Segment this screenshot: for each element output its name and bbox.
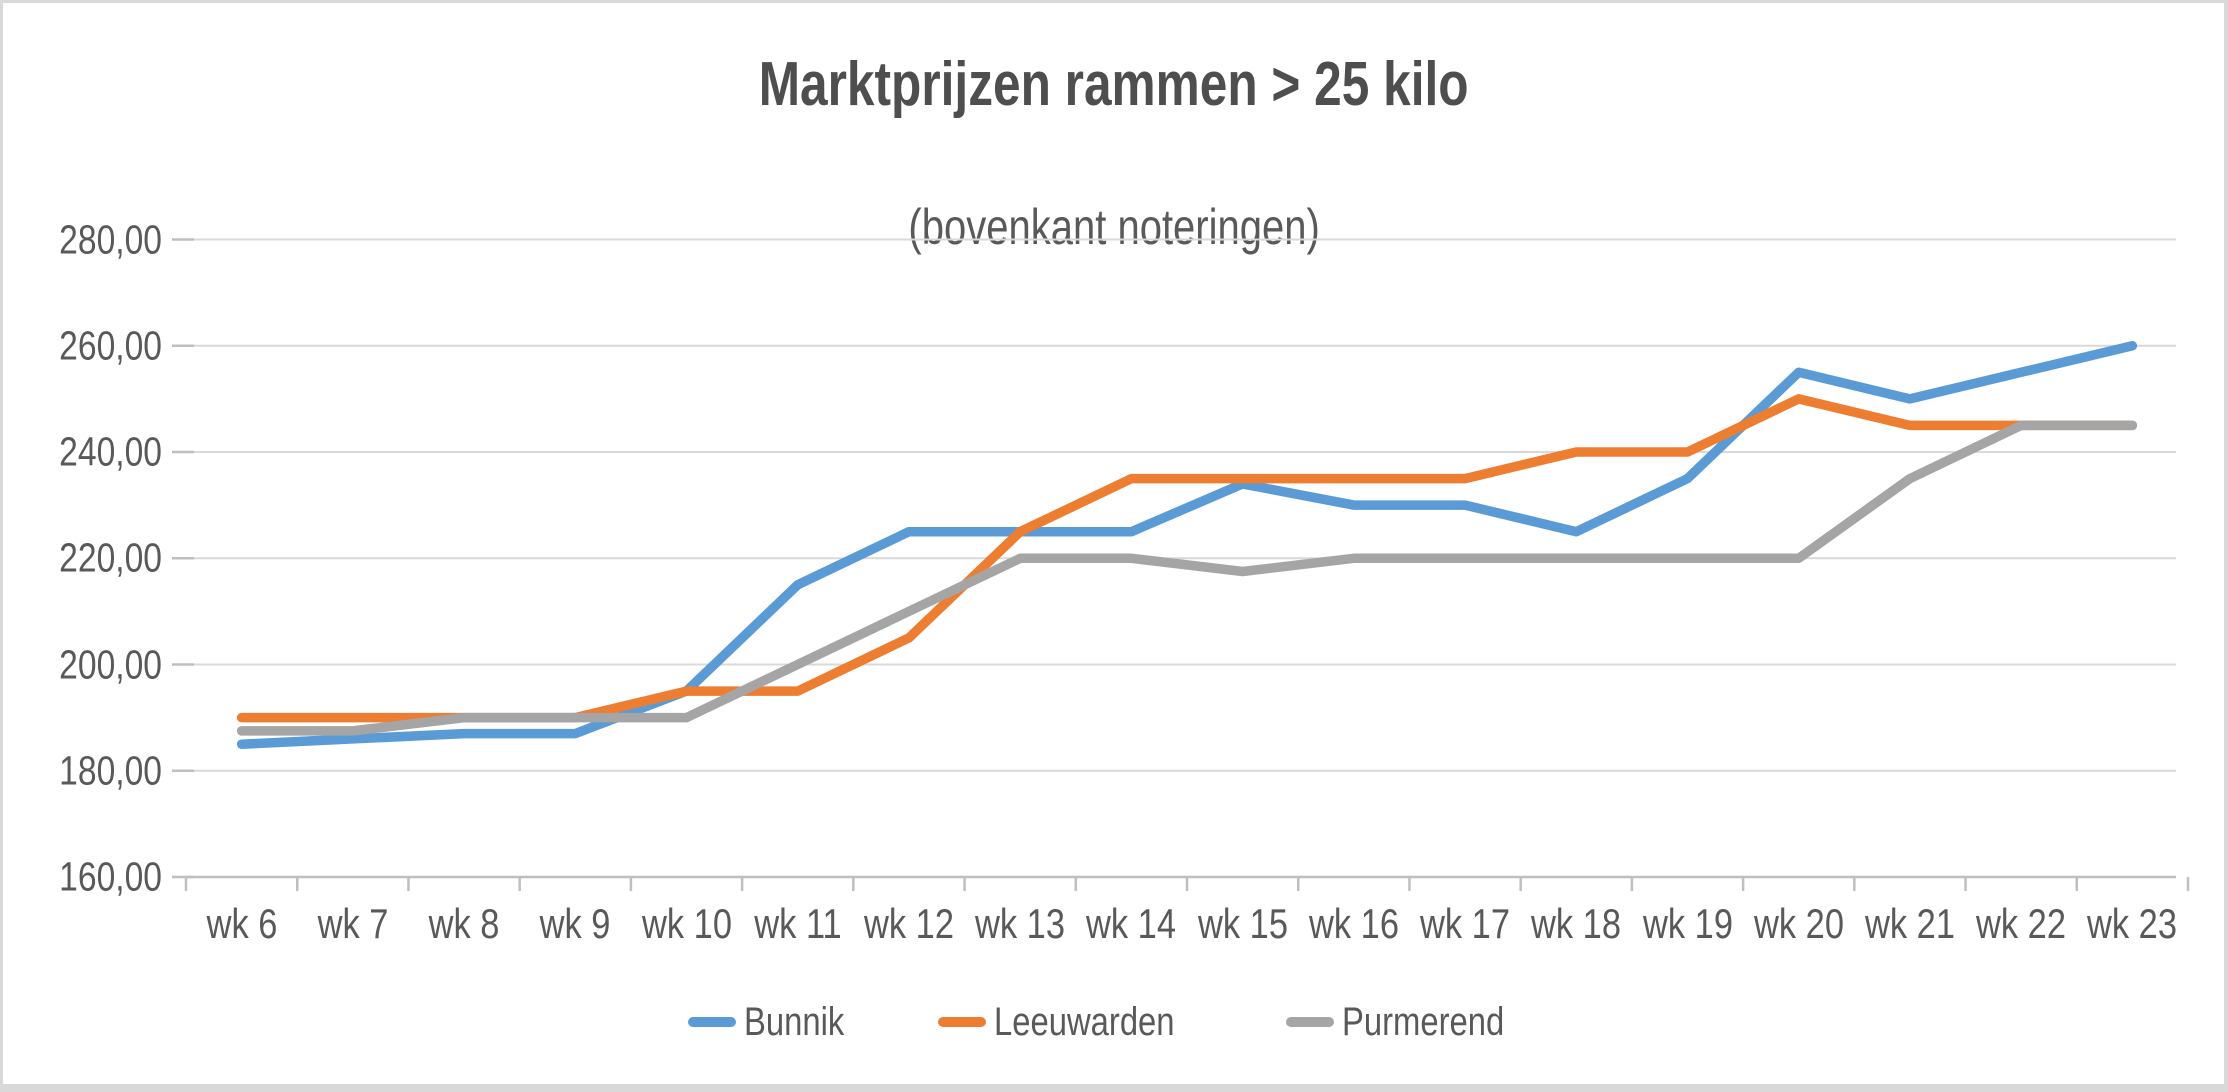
- legend-label-leeuwarden: Leeuwarden: [994, 1000, 1175, 1044]
- legend: Bunnik Leeuwarden Purmerend: [0, 992, 2228, 1052]
- x-tick-label-wk-14: wk 14: [1086, 900, 1177, 947]
- x-tick-label-wk-21: wk 21: [1864, 900, 1955, 947]
- y-tick-label-260_00: 260,00: [59, 322, 162, 369]
- x-tick-label-wk-23: wk 23: [2087, 900, 2178, 947]
- y-tick-label-160_00: 160,00: [59, 853, 162, 900]
- x-tick-label-wk-20: wk 20: [1753, 900, 1844, 947]
- chart-subtitle-row: (bovenkant noteringen): [0, 196, 2228, 259]
- x-tick-label-wk-8: wk 8: [428, 900, 500, 947]
- legend-line-swatch-purmerend: [1286, 1017, 1335, 1027]
- chart-subtitle: (bovenkant noteringen): [908, 199, 1320, 255]
- x-tick-label-wk-13: wk 13: [975, 900, 1066, 947]
- y-tick-label-200_00: 200,00: [59, 641, 162, 687]
- series-line-bunnik: [236, 341, 2138, 749]
- series-line-purmerend: [236, 420, 2138, 736]
- chart-title-row: Marktprijzen rammen > 25 kilo: [0, 46, 2228, 124]
- x-tick-label-wk-15: wk 15: [1197, 900, 1288, 947]
- legend-line-swatch-leeuwarden: [938, 1017, 987, 1027]
- x-tick-label-wk-10: wk 10: [641, 900, 732, 947]
- x-tick-label-wk-11: wk 11: [754, 900, 842, 947]
- x-tick-label-wk-9: wk 9: [539, 900, 611, 947]
- x-tick-label-wk-16: wk 16: [1308, 900, 1399, 947]
- y-tick-label-220_00: 220,00: [59, 534, 162, 581]
- y-tick-label-280_00: 280,00: [59, 216, 162, 262]
- x-tick-label-wk-17: wk 17: [1420, 900, 1511, 947]
- x-tick-label-wk-22: wk 22: [1976, 900, 2067, 947]
- y-tick-label-240_00: 240,00: [59, 428, 162, 475]
- legend-item-bunnik: Bunnik: [687, 1000, 866, 1044]
- x-tick-label-wk-19: wk 19: [1642, 900, 1733, 947]
- x-tick-label-wk-7: wk 7: [317, 900, 389, 947]
- x-tick-label-wk-6: wk 6: [206, 900, 278, 947]
- legend-item-purmerend: Purmerend: [1286, 1002, 1540, 1042]
- chart-title: Marktprijzen rammen > 25 kilo: [759, 50, 1469, 119]
- x-tick-label-wk-18: wk 18: [1531, 900, 1622, 947]
- x-tick-label-wk-12: wk 12: [863, 900, 954, 947]
- legend-label-purmerend: Purmerend: [1342, 1000, 1505, 1044]
- legend-item-leeuwarden: Leeuwarden: [938, 1002, 1214, 1042]
- y-tick-label-180_00: 180,00: [59, 747, 162, 794]
- legend-line-swatch-bunnik: [687, 1017, 736, 1027]
- legend-label-bunnik: Bunnik: [743, 1000, 845, 1044]
